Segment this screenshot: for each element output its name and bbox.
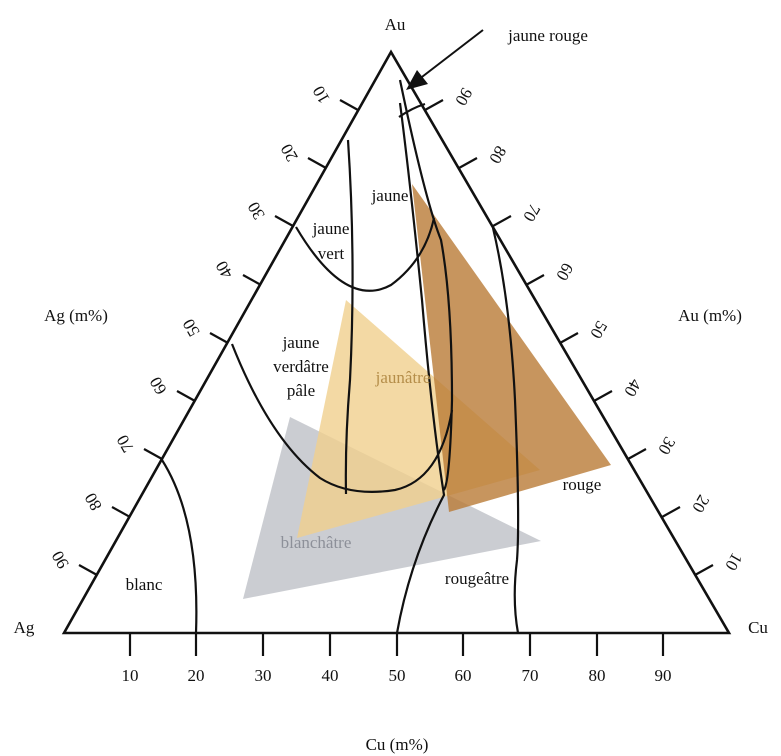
arrow-head: [406, 70, 428, 90]
vertex-label-ag: Ag: [14, 618, 35, 637]
vertex-label-cu: Cu: [748, 618, 768, 637]
boundary-mid-vertical: [398, 79, 454, 491]
right-tick-label: 70: [519, 201, 544, 225]
right-tick-label: 50: [586, 318, 611, 342]
bottom-tick-label: 60: [455, 666, 472, 685]
left-tick-label: 40: [212, 258, 237, 282]
label-pale-2: verdâtre: [273, 357, 329, 376]
left-ticks: [78, 99, 359, 576]
right-tick-label: 60: [552, 260, 577, 284]
label-jaune-rouge: jaune rouge: [507, 26, 588, 45]
label-rouge: rouge: [563, 475, 602, 494]
left-tick-label: 60: [146, 374, 171, 398]
right-tick-label: 30: [654, 434, 679, 458]
bottom-tick-label: 70: [522, 666, 539, 685]
left-tick-label: 80: [81, 490, 106, 514]
bottom-tick-label: 40: [322, 666, 339, 685]
boundary-rougeatre: [395, 102, 446, 634]
label-blanc: blanc: [126, 575, 163, 594]
left-tick-label: 90: [48, 548, 73, 572]
right-tick-label: 80: [485, 143, 510, 167]
arrow-shaft: [417, 29, 484, 81]
label-jaune: jaune: [371, 186, 409, 205]
bottom-tick-label: 90: [655, 666, 672, 685]
right-tick-label: 40: [620, 376, 645, 400]
left-tick-label: 70: [113, 432, 138, 456]
bottom-tick-label: 50: [389, 666, 406, 685]
boundary-pale: [230, 343, 454, 493]
label-jaune-vert-2: vert: [318, 244, 345, 263]
right-tick-label: 90: [451, 85, 476, 109]
right-ticks: [424, 99, 714, 576]
axis-title-cu: Cu (m%): [366, 735, 429, 754]
left-tick-label: 30: [244, 199, 269, 223]
left-tick-label: 20: [277, 141, 302, 165]
label-jaune-vert-1: jaune: [312, 219, 350, 238]
label-jaunatre: jaunâtre: [375, 368, 431, 387]
right-tick-label: 20: [688, 492, 713, 516]
bottom-tick-label: 80: [589, 666, 606, 685]
axis-title-au: Au (m%): [678, 306, 742, 325]
boundary-jaune-rouge: [398, 102, 426, 118]
boundary-left-vertical: [344, 139, 354, 495]
bottom-tick-label: 20: [188, 666, 205, 685]
label-pale-1: jaune: [282, 333, 320, 352]
bottom-tick-label: 30: [255, 666, 272, 685]
left-tick-label: 10: [309, 83, 334, 107]
right-tick-label: 10: [721, 550, 746, 574]
label-pale-3: pâle: [287, 381, 315, 400]
bottom-tick-label: 10: [122, 666, 139, 685]
label-blanchatre: blanchâtre: [281, 533, 352, 552]
vertex-label-au: Au: [385, 15, 406, 34]
boundary-rouge: [491, 227, 520, 634]
boundary-jaune-vert: [295, 217, 436, 292]
boundary-blanc: [161, 459, 198, 634]
label-rougeatre: rougeâtre: [445, 569, 509, 588]
left-tick-label: 50: [179, 316, 204, 340]
axis-title-ag: Ag (m%): [44, 306, 108, 325]
bottom-tick-labels: 10 20 30 40 50 60 70 80 90: [122, 666, 672, 685]
bottom-ticks: [128, 633, 665, 656]
